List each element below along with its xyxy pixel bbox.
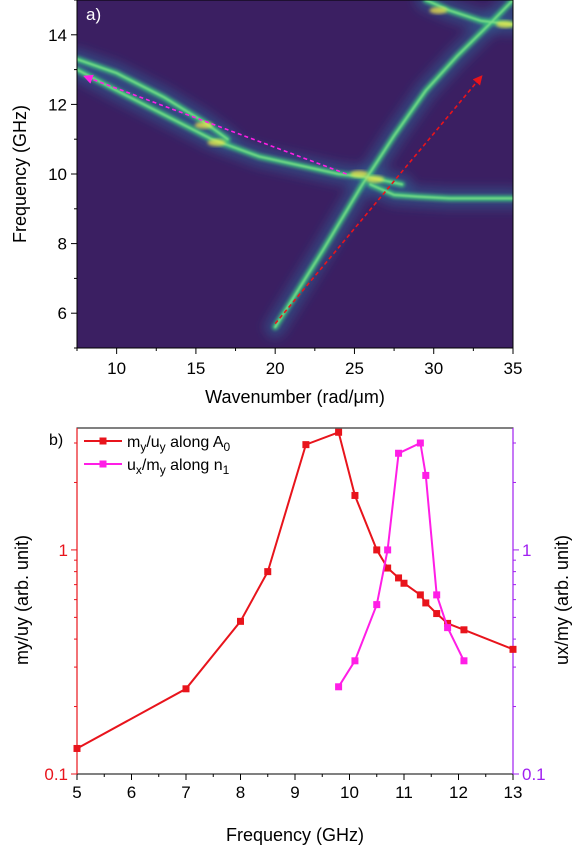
series-point-red-1: [182, 685, 190, 693]
xtick-label-a-20: 20: [266, 359, 285, 378]
series-point-magenta-2: [373, 601, 381, 609]
panel-a-ylabel: Frequency (GHz): [10, 105, 30, 243]
ytick-label-left-0.1: 0.1: [44, 765, 68, 784]
legend-entry-n1: ux/my along n1: [127, 457, 230, 477]
legend: my/uy along A0 ux/my along n1: [84, 434, 231, 477]
series-point-red-14: [444, 619, 452, 627]
panel-b-series: [73, 428, 517, 752]
series-point-red-5: [335, 428, 343, 436]
series-point-magenta-5: [416, 439, 424, 447]
panel-a-axes: 10 15 20 25 30 35 6 8 10 12 14: [48, 0, 522, 378]
hotspot-3: [366, 175, 385, 183]
series-point-red-9: [395, 574, 403, 582]
xtick-label-a-15: 15: [186, 359, 205, 378]
xtick-label-a-10: 10: [107, 359, 126, 378]
series-point-magenta-8: [444, 624, 452, 632]
arrow-red: [274, 75, 483, 325]
series-point-red-0: [73, 744, 81, 752]
xtick-label-b-12: 12: [449, 783, 468, 802]
arrow-magenta: [83, 74, 347, 175]
panel-b-label: b): [49, 432, 63, 449]
xtick-label-a-25: 25: [345, 359, 364, 378]
ytick-label-left-1: 1: [59, 541, 68, 560]
panel-a-label: a): [86, 5, 101, 24]
series-point-magenta-1: [351, 657, 359, 665]
xtick-label-b-7: 7: [181, 783, 190, 802]
xtick-label-b-6: 6: [127, 783, 136, 802]
series-point-magenta-9: [460, 657, 468, 665]
series-point-red-13: [433, 610, 441, 618]
panel-a-xlabel: Wavenumber (rad/μm): [205, 387, 385, 407]
series-point-magenta-4: [395, 449, 403, 457]
hotspot-2: [350, 170, 369, 178]
series-point-magenta-0: [335, 683, 343, 691]
panel-b: 5 6 7 8 9 10 11 12 130.1 0.11 1 b) my/uy along A0 …: [12, 427, 572, 845]
panel-b-ylabel-left: my/uy (arb. unit): [12, 535, 32, 665]
hotspot-4: [429, 6, 448, 14]
ytick-label-a-10: 10: [48, 165, 67, 184]
band-core-3: [369, 183, 513, 200]
ytick-label-a-12: 12: [48, 95, 67, 114]
band-core-2: [77, 58, 229, 141]
series-line-magenta: [337, 441, 465, 688]
xtick-label-a-30: 30: [424, 359, 443, 378]
xtick-label-b-10: 10: [340, 783, 359, 802]
band-core-1: [274, 0, 513, 329]
series-point-magenta-7: [433, 591, 441, 599]
xtick-label-b-13: 13: [504, 783, 523, 802]
ytick-label-a-8: 8: [58, 235, 67, 254]
legend-marker-red: [99, 437, 107, 445]
series-point-red-10: [400, 579, 408, 587]
panel-b-ylabel-right: ux/my (arb. unit): [552, 535, 572, 665]
panel-a: 10 15 20 25 30 35 6 8 10 12 14 a) Wavenumber (rad/…: [10, 0, 522, 407]
series-point-red-11: [416, 591, 424, 599]
legend-entry-a0: my/uy along A0: [127, 434, 231, 454]
series-point-magenta-3: [384, 546, 392, 554]
legend-marker-magenta: [99, 460, 107, 468]
xtick-label-a-35: 35: [504, 359, 523, 378]
series-point-red-2: [237, 617, 244, 625]
ytick-label-right-1: 1: [522, 541, 531, 560]
ytick-label-right-0.1: 0.1: [522, 765, 546, 784]
series-point-magenta-6: [422, 471, 430, 479]
hotspot-0: [194, 121, 213, 129]
series-point-red-8: [384, 564, 392, 572]
series-point-red-16: [509, 645, 517, 653]
series-point-red-4: [302, 441, 310, 449]
hotspot-5: [496, 20, 513, 28]
series-point-red-12: [422, 599, 430, 607]
series-point-red-3: [264, 568, 272, 576]
panel-b-xlabel: Frequency (GHz): [226, 825, 364, 845]
ytick-label-a-6: 6: [58, 304, 67, 323]
heatmap-hotspots: [194, 6, 513, 183]
band-core-4: [424, 0, 513, 26]
series-point-red-15: [460, 626, 468, 634]
series-point-red-7: [373, 546, 381, 554]
xtick-label-b-9: 9: [290, 783, 299, 802]
panel-b-axes: 5 6 7 8 9 10 11 12 130.1 0.11 1: [44, 442, 546, 802]
series-line-red: [76, 430, 514, 750]
series-point-red-6: [351, 491, 359, 499]
dispersion-arrows: [83, 74, 483, 325]
ytick-label-a-14: 14: [48, 26, 67, 45]
hotspot-1: [207, 139, 226, 147]
xtick-label-b-11: 11: [395, 783, 413, 802]
xtick-label-b-8: 8: [236, 783, 245, 802]
xtick-label-b-5: 5: [72, 783, 81, 802]
